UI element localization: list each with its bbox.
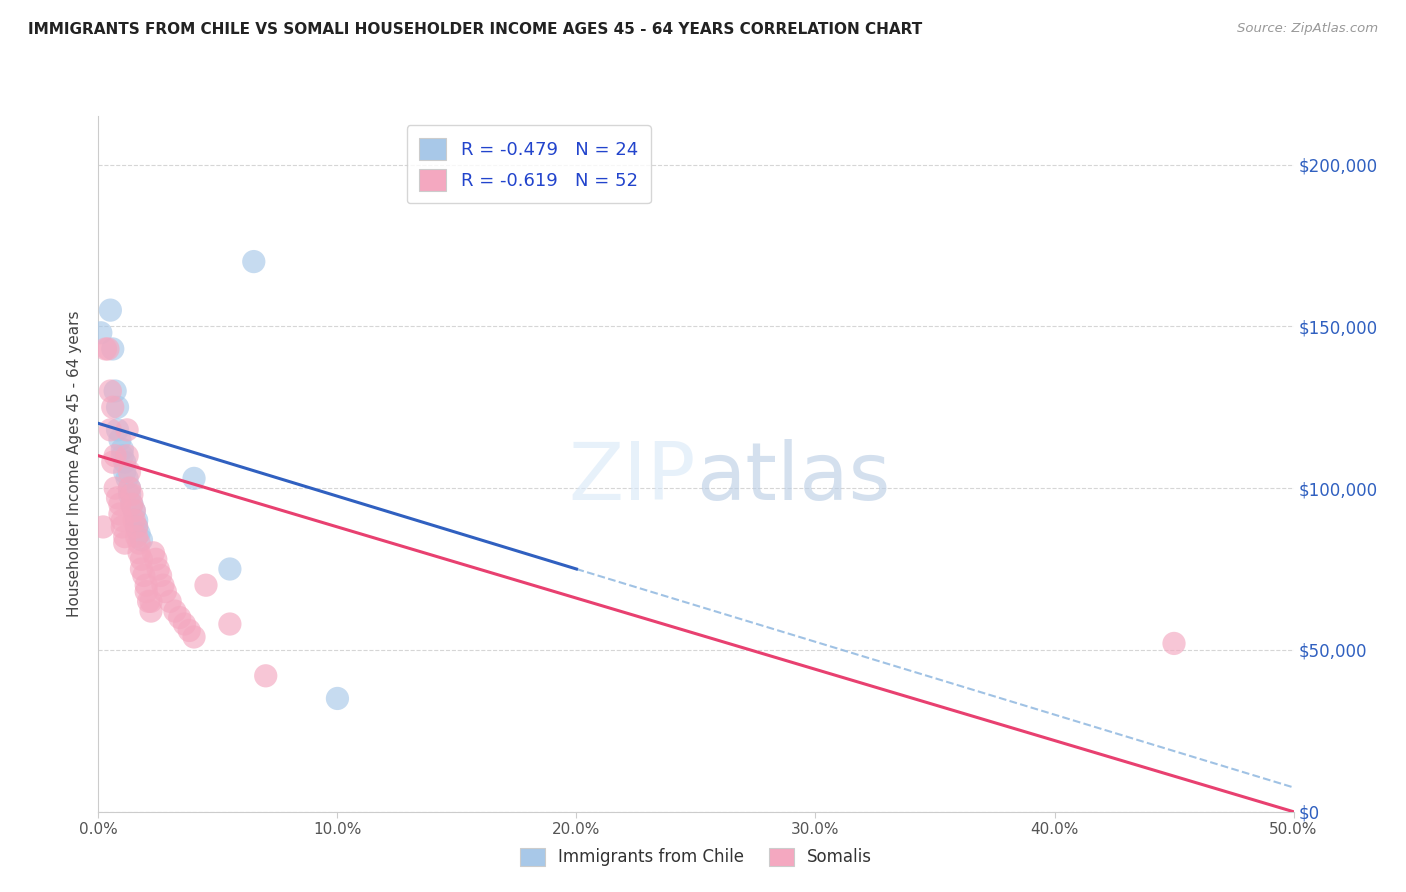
Point	[118, 487, 141, 501]
Point	[243, 254, 266, 268]
Point	[173, 617, 195, 632]
Point	[139, 594, 162, 608]
Point	[163, 604, 186, 618]
Point	[114, 455, 136, 469]
Point	[107, 423, 129, 437]
Point	[111, 442, 134, 457]
Text: IMMIGRANTS FROM CHILE VS SOMALI HOUSEHOLDER INCOME AGES 45 - 64 YEARS CORRELATIO: IMMIGRANTS FROM CHILE VS SOMALI HOUSEHOL…	[28, 22, 922, 37]
Y-axis label: Householder Income Ages 45 - 64 years: Householder Income Ages 45 - 64 years	[67, 310, 83, 617]
Point	[118, 465, 141, 479]
Point	[155, 584, 177, 599]
Point	[135, 578, 157, 592]
Point	[138, 594, 160, 608]
Point	[101, 342, 124, 356]
Point	[128, 526, 150, 541]
Point	[124, 504, 146, 518]
Point	[128, 546, 150, 560]
Point	[128, 536, 150, 550]
Text: ZIP: ZIP	[568, 439, 696, 516]
Point	[125, 513, 148, 527]
Point	[159, 594, 181, 608]
Point	[104, 449, 127, 463]
Point	[101, 455, 124, 469]
Point	[118, 481, 141, 495]
Point	[121, 497, 143, 511]
Point	[115, 471, 138, 485]
Point	[121, 487, 143, 501]
Point	[91, 520, 114, 534]
Point	[115, 423, 138, 437]
Point	[124, 504, 146, 518]
Point	[135, 584, 157, 599]
Point	[183, 630, 205, 644]
Point	[90, 326, 112, 340]
Point	[104, 481, 127, 495]
Point	[183, 471, 205, 485]
Point	[125, 530, 148, 544]
Point	[98, 303, 122, 318]
Point	[194, 578, 218, 592]
Point	[219, 617, 242, 632]
Point	[111, 449, 134, 463]
Point	[94, 342, 117, 356]
Point	[104, 384, 127, 398]
Point	[131, 533, 153, 547]
Point	[98, 423, 122, 437]
Point	[131, 562, 153, 576]
Legend: Immigrants from Chile, Somalis: Immigrants from Chile, Somalis	[513, 841, 879, 873]
Point	[131, 552, 153, 566]
Point	[107, 401, 129, 415]
Point	[326, 691, 349, 706]
Point	[108, 497, 131, 511]
Point	[132, 568, 155, 582]
Text: Source: ZipAtlas.com: Source: ZipAtlas.com	[1237, 22, 1378, 36]
Point	[148, 562, 170, 576]
Point	[124, 513, 146, 527]
Point	[139, 604, 162, 618]
Point	[145, 552, 167, 566]
Point	[142, 546, 165, 560]
Point	[149, 568, 172, 582]
Point	[125, 520, 148, 534]
Point	[98, 384, 122, 398]
Point	[108, 433, 131, 447]
Point	[121, 497, 143, 511]
Point	[125, 520, 148, 534]
Point	[219, 562, 242, 576]
Point	[114, 465, 136, 479]
Point	[107, 491, 129, 505]
Point	[118, 481, 141, 495]
Point	[179, 624, 201, 638]
Point	[1163, 636, 1185, 650]
Point	[111, 520, 134, 534]
Point	[101, 401, 124, 415]
Point	[108, 507, 131, 521]
Point	[111, 513, 134, 527]
Point	[114, 536, 136, 550]
Point	[254, 669, 277, 683]
Text: atlas: atlas	[696, 439, 890, 516]
Point	[169, 610, 191, 624]
Point	[114, 530, 136, 544]
Point	[115, 449, 138, 463]
Point	[97, 342, 120, 356]
Point	[152, 578, 174, 592]
